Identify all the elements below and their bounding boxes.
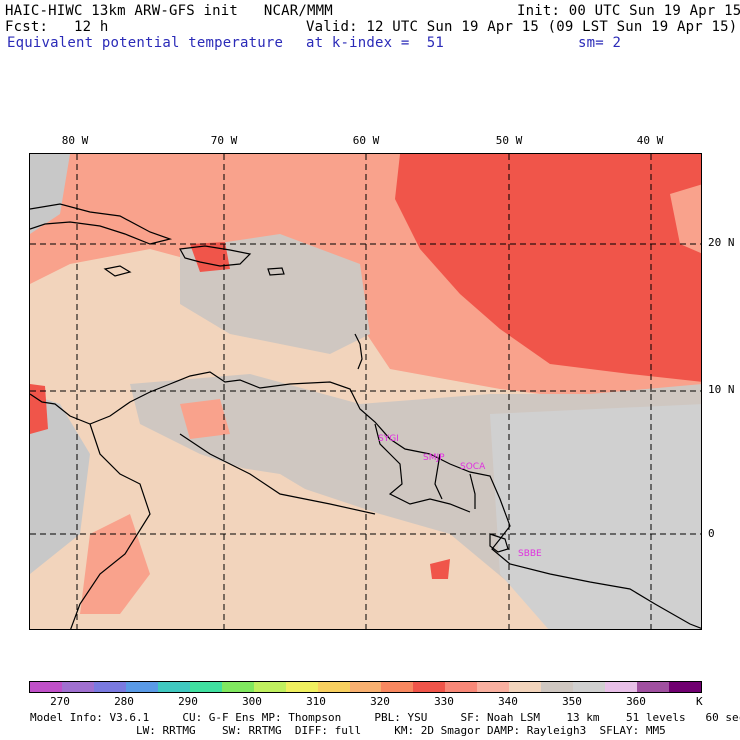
coastlines (30, 203, 701, 629)
model-info-line2: LW: RRTMG SW: RRTMG DIFF: full KM: 2D Sm… (30, 724, 666, 737)
border-colombia (70, 423, 151, 629)
lat-label-10n: 10 N (708, 383, 735, 396)
colorbar-swatch-12 (413, 682, 446, 692)
colorbar-swatch-10 (349, 682, 382, 692)
colorbar-swatch-1 (61, 682, 94, 692)
field-zone-salmon-venezuela (180, 399, 230, 439)
colorbar-tick-340: 340 (498, 695, 518, 708)
colorbar-tick-280: 280 (114, 695, 134, 708)
level-index: at k-index = 51 (306, 35, 445, 51)
lon-label-50w: 50 W (495, 134, 523, 147)
init-time: Init: 00 UTC Sun 19 Apr 15 (517, 3, 740, 19)
field-zone-red-atlantic (395, 154, 701, 382)
colorbar-swatch-2 (93, 682, 126, 692)
coastline-jamaica (103, 265, 132, 277)
colorbar-swatch-5 (189, 682, 222, 692)
model-info-line1: Model Info: V3.6.1 CU: G-F Ens MP: Thomp… (30, 711, 740, 724)
smoothing: sm= 2 (578, 35, 622, 51)
colorbar-swatch-7 (253, 682, 286, 692)
valid-time: Valid: 12 UTC Sun 19 Apr 15 (09 LST Sun … (306, 19, 738, 35)
colorbar-swatch-18 (605, 682, 638, 692)
border-venezuela-brazil (179, 433, 376, 515)
colorbar-swatch-0 (30, 682, 62, 692)
colorbar-tick-330: 330 (434, 695, 454, 708)
colorbar-swatch-4 (157, 682, 190, 692)
station-smjp: SMJP (423, 453, 445, 463)
lat-lon-grid (30, 154, 701, 629)
colorbar-swatch-13 (445, 682, 478, 692)
colorbar-swatch-19 (637, 682, 670, 692)
coastline-south-america-north (30, 371, 701, 629)
lat-label-0: 0 (708, 527, 715, 540)
lon-label-70w: 70 W (210, 134, 238, 147)
colorbar-swatch-14 (477, 682, 510, 692)
colorbar-swatch-17 (573, 682, 606, 692)
lon-label-40w: 40 W (636, 134, 664, 147)
colorbar-swatch-11 (381, 682, 414, 692)
station-labels: SYGI SMJP SOCA SBBE (378, 434, 542, 559)
colorbar-tick-310: 310 (306, 695, 326, 708)
coastline-puerto-rico (267, 267, 285, 276)
coastline-hispaniola (179, 245, 252, 267)
station-sygi: SYGI (378, 434, 399, 444)
colorbar-swatch-3 (125, 682, 158, 692)
lon-label-60w: 60 W (352, 134, 380, 147)
border-french-guiana (469, 473, 476, 509)
colorbar (29, 681, 702, 693)
colorbar-unit: K (696, 695, 703, 708)
colorbar-swatch-6 (221, 682, 254, 692)
station-soca: SOCA (460, 462, 486, 472)
coastline-marajo (489, 533, 509, 553)
field-zone-grey-pacific (30, 394, 90, 574)
coastline-cuba (30, 203, 173, 245)
forecast-hour: Fcst: 12 h (5, 19, 109, 35)
border-guyana (374, 423, 471, 513)
colorbar-tick-300: 300 (242, 695, 262, 708)
map-panel: SYGI SMJP SOCA SBBE (29, 153, 702, 630)
field-zone-grey-east (490, 404, 701, 629)
border-suriname (434, 453, 443, 500)
lat-label-20n: 20 N (708, 236, 735, 249)
lon-label-80w: 80 W (61, 134, 89, 147)
colorbar-tick-320: 320 (370, 695, 390, 708)
model-title: HAIC-HIWC 13km ARW-GFS init NCAR/MMM (5, 3, 333, 19)
colorbar-swatch-8 (285, 682, 318, 692)
field-zone-peach-interior (70, 454, 548, 629)
field-zone-red-spot (430, 559, 450, 579)
field-name: Equivalent potential temperature (7, 35, 284, 51)
field-zone-red-hispaniola (190, 242, 230, 272)
colorbar-tick-290: 290 (178, 695, 198, 708)
colorbar-tick-360: 360 (626, 695, 646, 708)
colorbar-swatch-9 (317, 682, 350, 692)
field-zone-grey-west (30, 154, 70, 234)
colorbar-swatch-16 (541, 682, 574, 692)
colorbar-swatch-20 (669, 682, 702, 692)
theta-e-field: SYGI SMJP SOCA SBBE (30, 154, 701, 629)
colorbar-swatch-15 (509, 682, 542, 692)
colorbar-tick-350: 350 (562, 695, 582, 708)
colorbar-tick-270: 270 (50, 695, 70, 708)
field-zone-salmon-andes (80, 514, 150, 614)
field-zone-salmon-edge (670, 184, 701, 254)
station-sbbe: SBBE (518, 549, 542, 559)
coastline-lesser-antilles (354, 333, 363, 370)
